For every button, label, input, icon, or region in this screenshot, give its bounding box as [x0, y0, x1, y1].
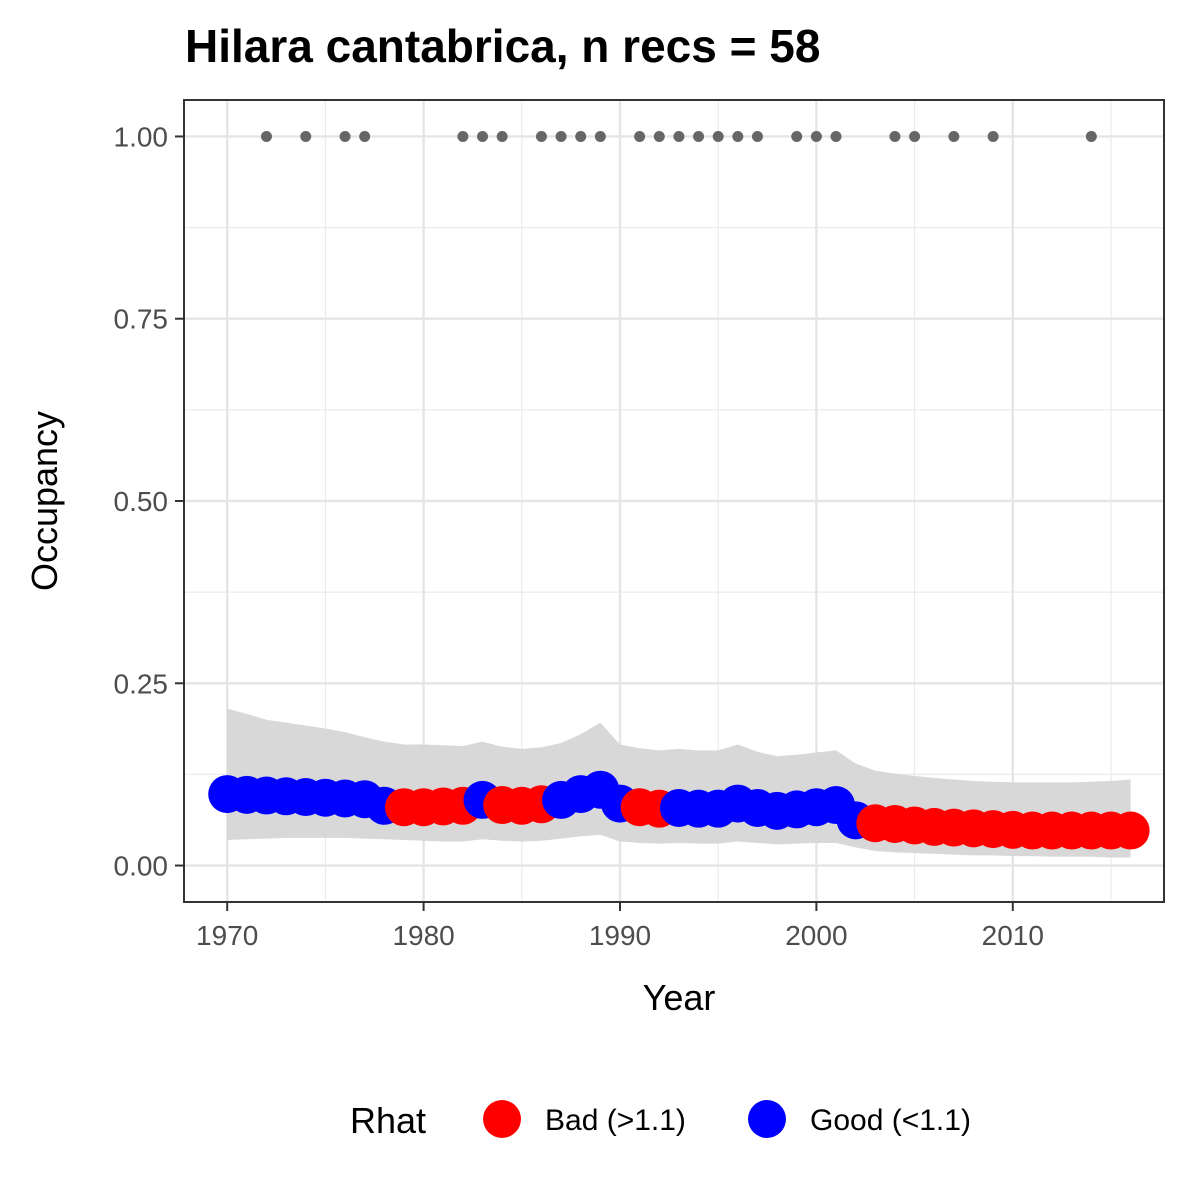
record-point	[909, 130, 921, 142]
legend-key-bad	[483, 1100, 521, 1138]
record-point	[300, 130, 312, 142]
x-tick-label: 1980	[392, 920, 454, 951]
x-axis: 1970 1980 1990 2000 2010	[196, 902, 1044, 951]
x-tick-label: 2000	[785, 920, 847, 951]
plot-panel	[183, 99, 1165, 903]
y-axis: 0.00 0.25 0.50 0.75 1.00	[114, 121, 184, 882]
record-point	[810, 130, 822, 142]
record-point	[457, 130, 469, 142]
legend: Rhat Bad (>1.1) Good (<1.1)	[350, 1100, 971, 1141]
record-point	[359, 130, 371, 142]
record-point	[732, 130, 744, 142]
x-axis-title: Year	[643, 977, 716, 1018]
occupancy-points	[208, 770, 1150, 850]
record-point	[653, 130, 665, 142]
x-tick-label: 1970	[196, 920, 258, 951]
y-tick-label: 1.00	[114, 121, 169, 152]
record-point	[634, 130, 646, 142]
record-point	[712, 130, 724, 142]
record-point	[535, 130, 547, 142]
record-point	[339, 130, 351, 142]
record-points	[260, 130, 1097, 142]
legend-label-good: Good (<1.1)	[810, 1104, 971, 1137]
chart-title: Hilara cantabrica, n recs = 58	[185, 20, 820, 72]
record-point	[889, 130, 901, 142]
record-point	[673, 130, 685, 142]
y-tick-label: 0.25	[114, 668, 169, 699]
record-point	[496, 130, 508, 142]
x-tick-label: 1990	[589, 920, 651, 951]
record-point	[477, 130, 489, 142]
legend-title: Rhat	[350, 1100, 426, 1141]
record-point	[830, 130, 842, 142]
occupancy-point	[1111, 811, 1150, 850]
record-point	[791, 130, 803, 142]
record-point	[751, 130, 763, 142]
legend-key-good	[748, 1100, 786, 1138]
legend-label-bad: Bad (>1.1)	[545, 1104, 686, 1137]
y-tick-label: 0.75	[114, 304, 169, 335]
record-point	[1085, 130, 1097, 142]
y-axis-title: Occupancy	[24, 411, 65, 591]
record-point	[260, 130, 272, 142]
y-tick-label: 0.00	[114, 851, 169, 882]
record-point	[555, 130, 567, 142]
y-tick-label: 0.50	[114, 486, 169, 517]
record-point	[575, 130, 587, 142]
record-point	[987, 130, 999, 142]
record-point	[594, 130, 606, 142]
x-tick-label: 2010	[982, 920, 1044, 951]
record-point	[948, 130, 960, 142]
record-point	[693, 130, 705, 142]
